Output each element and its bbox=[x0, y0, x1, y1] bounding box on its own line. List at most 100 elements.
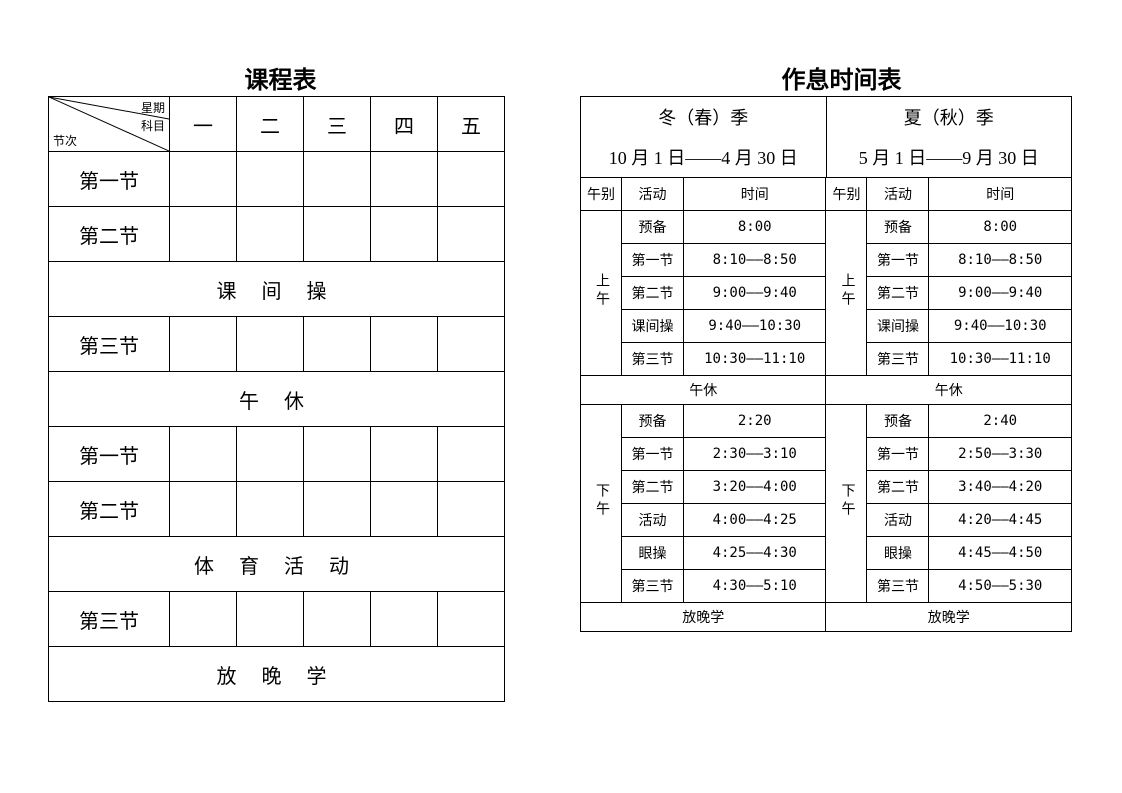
schedule-cell bbox=[438, 482, 505, 537]
schedule-cell bbox=[371, 592, 438, 647]
schedule-cell bbox=[371, 427, 438, 482]
time-cell-summer: 9:00——9:40 bbox=[929, 277, 1072, 310]
activity-cell: 第一节 bbox=[867, 244, 929, 277]
activity-cell: 第一节 bbox=[622, 438, 684, 471]
schedule-cell bbox=[438, 317, 505, 372]
activity-cell: 第二节 bbox=[867, 277, 929, 310]
time-cell-summer: 10:30——11:10 bbox=[929, 343, 1072, 376]
activity-cell: 预备 bbox=[867, 405, 929, 438]
schedule-cell bbox=[237, 482, 304, 537]
activity-cell: 活动 bbox=[867, 504, 929, 537]
summer-season-range: 5 月 1 日——9 月 30 日 bbox=[826, 137, 1072, 178]
time-cell-summer: 2:40 bbox=[929, 405, 1072, 438]
schedule-cell bbox=[170, 482, 237, 537]
day-header: 一 bbox=[170, 97, 237, 152]
activity-cell: 第三节 bbox=[867, 343, 929, 376]
activity-cell: 第二节 bbox=[867, 471, 929, 504]
schedule-cell bbox=[170, 207, 237, 262]
timetable: 冬（春）季 夏（秋）季 10 月 1 日——4 月 30 日 5 月 1 日——… bbox=[580, 96, 1072, 632]
diag-label-top: 星期 bbox=[141, 99, 165, 116]
right-title: 作息时间表 bbox=[561, 60, 1122, 95]
time-cell-winter: 8:10——8:50 bbox=[683, 244, 826, 277]
schedule-cell bbox=[237, 152, 304, 207]
winter-season-range: 10 月 1 日——4 月 30 日 bbox=[581, 137, 827, 178]
activity-cell: 第一节 bbox=[622, 244, 684, 277]
time-cell-winter: 2:20 bbox=[683, 405, 826, 438]
hdr-time: 时间 bbox=[929, 178, 1072, 211]
period-label: 下午 bbox=[581, 405, 622, 603]
end-day-winter: 放晚学 bbox=[581, 603, 826, 632]
activity-cell: 眼操 bbox=[622, 537, 684, 570]
activity-cell: 第一节 bbox=[867, 438, 929, 471]
period-label-text: 上午 bbox=[591, 273, 611, 309]
time-cell-winter: 4:30——5:10 bbox=[683, 570, 826, 603]
schedule-cell bbox=[371, 207, 438, 262]
schedule-cell bbox=[237, 317, 304, 372]
time-cell-winter: 9:40——10:30 bbox=[683, 310, 826, 343]
time-cell-summer: 8:00 bbox=[929, 211, 1072, 244]
span-row: 午 休 bbox=[49, 372, 505, 427]
schedule-cell bbox=[438, 592, 505, 647]
day-header: 二 bbox=[237, 97, 304, 152]
schedule-cell bbox=[304, 152, 371, 207]
left-title: 课程表 bbox=[0, 60, 561, 95]
schedule-table: 星期 科目 节次 一 二 三 四 五 第一节第二节课 间 操第三节午 休第一节第… bbox=[48, 96, 505, 702]
time-cell-winter: 2:30——3:10 bbox=[683, 438, 826, 471]
period-label: 第三节 bbox=[49, 592, 170, 647]
hdr-period: 午别 bbox=[826, 178, 867, 211]
timetable-body: 午别 活动 时间 午别 活动 时间 上午预备8:00上午预备8:00第一节8:1… bbox=[580, 177, 1072, 632]
schedule-cell bbox=[304, 427, 371, 482]
schedule-cell bbox=[304, 482, 371, 537]
span-row: 课 间 操 bbox=[49, 262, 505, 317]
schedule-cell bbox=[304, 317, 371, 372]
time-cell-summer: 4:45——4:50 bbox=[929, 537, 1072, 570]
span-row: 体 育 活 动 bbox=[49, 537, 505, 592]
noon-break-summer: 午休 bbox=[826, 376, 1072, 405]
diag-label-mid: 科目 bbox=[141, 117, 165, 134]
time-cell-winter: 4:00——4:25 bbox=[683, 504, 826, 537]
activity-cell: 第三节 bbox=[622, 343, 684, 376]
schedule-cell bbox=[170, 592, 237, 647]
time-cell-winter: 9:00——9:40 bbox=[683, 277, 826, 310]
period-label: 下午 bbox=[826, 405, 867, 603]
schedule-cell bbox=[438, 152, 505, 207]
activity-cell: 第三节 bbox=[867, 570, 929, 603]
timetable-season-header: 冬（春）季 夏（秋）季 10 月 1 日——4 月 30 日 5 月 1 日——… bbox=[580, 96, 1072, 178]
winter-season-title: 冬（春）季 bbox=[581, 97, 827, 138]
time-cell-winter: 3:20——4:00 bbox=[683, 471, 826, 504]
schedule-cell bbox=[371, 317, 438, 372]
schedule-cell bbox=[237, 207, 304, 262]
time-cell-summer: 8:10——8:50 bbox=[929, 244, 1072, 277]
schedule-cell bbox=[170, 317, 237, 372]
period-label: 第二节 bbox=[49, 207, 170, 262]
activity-cell: 预备 bbox=[867, 211, 929, 244]
time-cell-summer: 3:40——4:20 bbox=[929, 471, 1072, 504]
diag-header-cell: 星期 科目 节次 bbox=[49, 97, 170, 152]
day-header: 三 bbox=[304, 97, 371, 152]
period-label-text: 上午 bbox=[836, 273, 856, 309]
activity-cell: 第三节 bbox=[622, 570, 684, 603]
period-label: 第一节 bbox=[49, 152, 170, 207]
time-cell-summer: 2:50——3:30 bbox=[929, 438, 1072, 471]
time-cell-winter: 10:30——11:10 bbox=[683, 343, 826, 376]
day-header: 五 bbox=[438, 97, 505, 152]
activity-cell: 课间操 bbox=[622, 310, 684, 343]
time-cell-summer: 4:50——5:30 bbox=[929, 570, 1072, 603]
period-label: 上午 bbox=[826, 211, 867, 376]
schedule-cell bbox=[170, 152, 237, 207]
activity-cell: 活动 bbox=[622, 504, 684, 537]
diag-label-bottom: 节次 bbox=[53, 132, 77, 149]
schedule-cell bbox=[438, 207, 505, 262]
schedule-cell bbox=[170, 427, 237, 482]
schedule-cell bbox=[371, 152, 438, 207]
noon-break-winter: 午休 bbox=[581, 376, 826, 405]
period-label: 上午 bbox=[581, 211, 622, 376]
period-label: 第一节 bbox=[49, 427, 170, 482]
day-header: 四 bbox=[371, 97, 438, 152]
activity-cell: 第二节 bbox=[622, 471, 684, 504]
hdr-activity: 活动 bbox=[622, 178, 684, 211]
activity-cell: 课间操 bbox=[867, 310, 929, 343]
schedule-cell bbox=[237, 427, 304, 482]
schedule-cell bbox=[237, 592, 304, 647]
period-label-text: 下午 bbox=[836, 483, 856, 519]
